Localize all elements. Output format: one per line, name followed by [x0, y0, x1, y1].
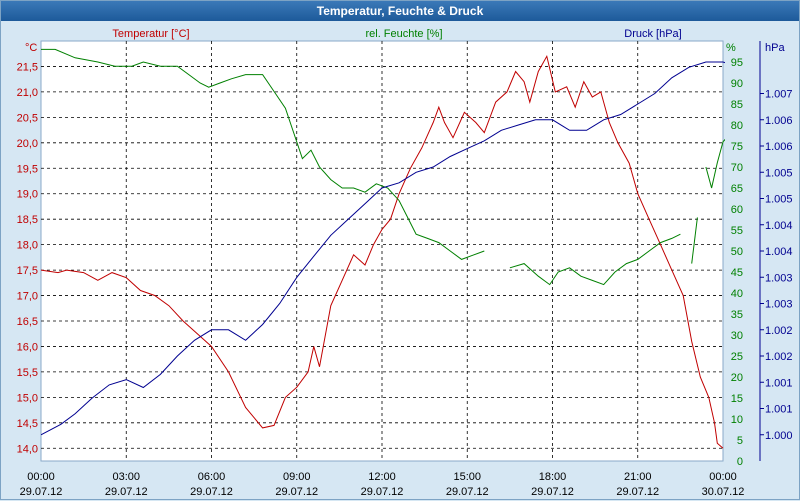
hum-tick-label: 55 [731, 225, 743, 237]
temp-axis-label: Temperatur [°C] [112, 28, 189, 40]
press-tick-label: 1.000 [765, 430, 793, 442]
temp-tick-label: 16,0 [17, 341, 38, 353]
x-tick-date: 29.07.12 [20, 486, 63, 498]
temp-tick-label: 20,5 [17, 112, 38, 124]
x-tick-time: 00:00 [709, 471, 737, 483]
hum-tick-label: 30 [731, 330, 743, 342]
hum-tick-label: 0 [737, 456, 743, 468]
press-tick-label: 1.005 [765, 167, 793, 179]
temp-tick-label: 18,5 [17, 214, 38, 226]
temp-tick-label: 16,5 [17, 316, 38, 328]
hum-tick-label: 40 [731, 288, 743, 300]
hum-tick-label: 80 [731, 120, 743, 132]
press-tick-label: 1.003 [765, 299, 793, 311]
temp-tick-label: 15,0 [17, 392, 38, 404]
press-tick-label: 1.002 [765, 325, 793, 337]
x-tick-time: 21:00 [624, 471, 652, 483]
hum-tick-label: 25 [731, 351, 743, 363]
temp-tick-label: 18,0 [17, 240, 38, 252]
temp-tick-label: 21,0 [17, 87, 38, 99]
temp-tick-label: 17,5 [17, 265, 38, 277]
temp-tick-label: 21,5 [17, 61, 38, 73]
hum-tick-label: 15 [731, 393, 743, 405]
x-tick-date: 29.07.12 [361, 486, 404, 498]
hum-tick-label: 70 [731, 162, 743, 174]
press-tick-label: 1.001 [765, 404, 793, 416]
x-tick-time: 15:00 [453, 471, 481, 483]
hum-tick-label: 95 [731, 57, 743, 69]
pressure-line [41, 61, 725, 436]
temp-tick-label: 14,0 [17, 443, 38, 455]
press-axis-label: Druck [hPa] [624, 28, 681, 40]
press-tick-label: 1.004 [765, 220, 793, 232]
hum-tick-label: 65 [731, 183, 743, 195]
x-tick-time: 18:00 [539, 471, 567, 483]
temp-tick-label: 19,5 [17, 163, 38, 175]
x-tick-time: 00:00 [27, 471, 55, 483]
press-tick-label: 1.005 [765, 194, 793, 206]
temp-tick-label: 17,0 [17, 291, 38, 303]
hum-axis-unit: % [726, 42, 736, 54]
hum-tick-label: 5 [737, 435, 743, 447]
x-tick-date: 30.07.12 [702, 486, 745, 498]
temperature-line [41, 54, 724, 449]
x-tick-date: 29.07.12 [531, 486, 574, 498]
x-tick-time: 06:00 [198, 471, 226, 483]
press-tick-label: 1.001 [765, 377, 793, 389]
press-tick-label: 1.007 [765, 89, 793, 101]
humidity-line [41, 48, 485, 260]
x-tick-time: 03:00 [112, 471, 140, 483]
press-tick-label: 1.006 [765, 115, 793, 127]
x-tick-time: 12:00 [368, 471, 396, 483]
humidity-line [509, 233, 681, 286]
press-axis-unit: hPa [765, 42, 785, 54]
press-tick-label: 1.004 [765, 246, 793, 258]
window-title: Temperatur, Feuchte & Druck [1, 1, 799, 21]
hum-tick-label: 60 [731, 204, 743, 216]
x-tick-date: 29.07.12 [275, 486, 318, 498]
x-tick-date: 29.07.12 [616, 486, 659, 498]
temp-tick-label: 19,0 [17, 189, 38, 201]
hum-tick-label: 35 [731, 309, 743, 321]
humidity-line [691, 217, 698, 264]
temp-axis-unit: °C [25, 42, 37, 54]
x-tick-time: 09:00 [283, 471, 311, 483]
hum-tick-label: 50 [731, 246, 743, 258]
temp-tick-label: 20,0 [17, 138, 38, 150]
hum-tick-label: 10 [731, 414, 743, 426]
x-tick-date: 29.07.12 [190, 486, 233, 498]
hum-tick-label: 90 [731, 78, 743, 90]
temp-tick-label: 15,5 [17, 367, 38, 379]
press-tick-label: 1.006 [765, 141, 793, 153]
temp-tick-label: 14,5 [17, 418, 38, 430]
hum-tick-label: 75 [731, 141, 743, 153]
hum-tick-label: 45 [731, 267, 743, 279]
hum-tick-label: 20 [731, 372, 743, 384]
x-tick-date: 29.07.12 [105, 486, 148, 498]
press-tick-label: 1.002 [765, 351, 793, 363]
x-tick-date: 29.07.12 [446, 486, 489, 498]
hum-axis-label: rel. Feuchte [%] [365, 28, 442, 40]
hum-tick-label: 85 [731, 99, 743, 111]
humidity-line [705, 138, 725, 189]
press-tick-label: 1.003 [765, 272, 793, 284]
